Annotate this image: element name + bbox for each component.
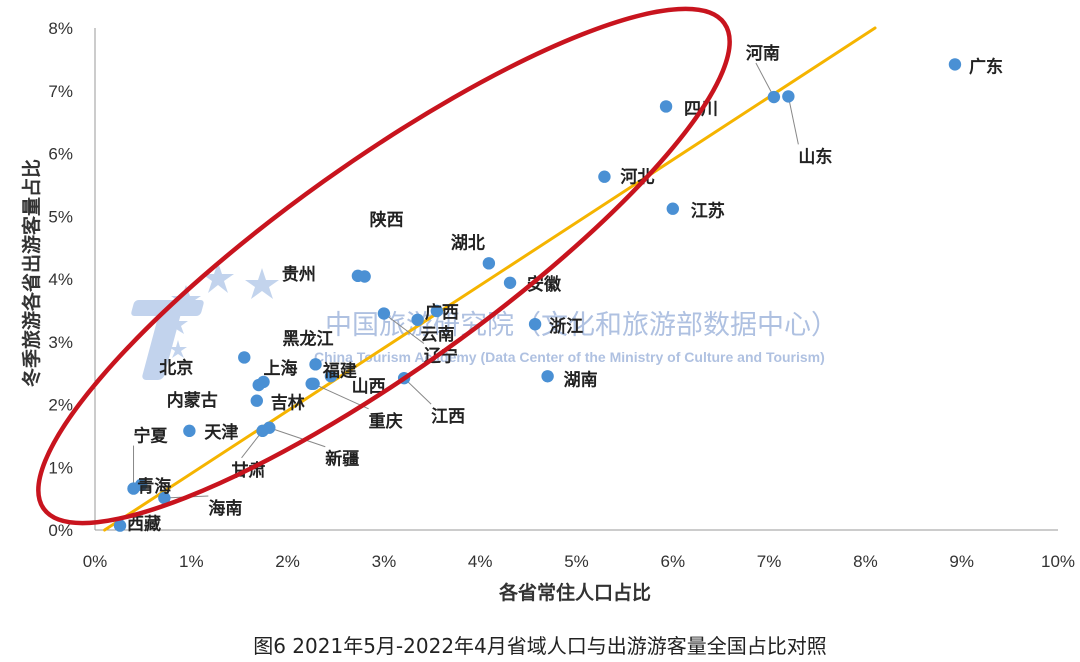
point-label: 黑龙江 <box>283 328 334 349</box>
point-label: 新疆 <box>325 449 359 470</box>
point-pfipggn <box>411 313 424 326</box>
x-tick-label: 3% <box>372 552 397 571</box>
point-label: 内蒙古 <box>167 390 218 411</box>
y-axis-label: 冬季旅游各省出游客量占比 <box>20 159 43 387</box>
point-phm1lk5 <box>183 424 196 438</box>
point-label: 河北 <box>620 168 654 188</box>
leader-line <box>755 62 775 98</box>
point-pn4opdv <box>256 424 269 438</box>
x-tick-label: 9% <box>949 552 974 571</box>
x-tick-label: 8% <box>853 552 878 571</box>
leader-line <box>313 383 369 410</box>
y-tick-label: 3% <box>48 333 73 352</box>
point-plgzgev <box>598 170 611 183</box>
watermark-main-text: 中国旅游研究院（文化和旅游部数据中心） <box>325 310 838 341</box>
trendline-group <box>103 26 877 532</box>
point-label: 陕西 <box>370 209 404 230</box>
highlight-ellipse <box>36 6 732 526</box>
y-tick-label: 7% <box>48 82 73 101</box>
leader-line <box>403 377 432 405</box>
point-pllllen <box>528 317 542 331</box>
point-ph5nijh <box>659 100 673 113</box>
point-pr5rqfj <box>113 519 127 532</box>
point-label: 广东 <box>969 56 1003 77</box>
point-plenpu7 <box>666 202 679 215</box>
y-tick-label: 5% <box>48 207 73 226</box>
point-ptw2lmf <box>135 478 148 492</box>
data-points <box>113 58 962 532</box>
point-psstio6 <box>307 377 320 390</box>
y-tick-label: 4% <box>48 270 73 289</box>
point-label: 青海 <box>137 476 171 497</box>
point-label: 湖北 <box>451 233 485 253</box>
y-tick-label: 8% <box>48 19 73 38</box>
point-label: 上海 <box>264 358 298 379</box>
point-pi2xiwt <box>503 276 517 289</box>
point-pi9dffg <box>782 90 795 103</box>
point-label: 云南 <box>421 324 455 345</box>
point-pinzffg <box>948 58 962 71</box>
point-label: 广西 <box>425 302 459 323</box>
x-tick-label: 0% <box>83 552 108 571</box>
point-label: 天津 <box>204 422 238 443</box>
x-tick-label: 2% <box>275 552 300 571</box>
point-label: 吉林 <box>271 393 305 414</box>
axes: 0% 1% 2% 3% 4% 5% 6% 7% 8% 9% 10% 0% 1% 2% 3% 4% 5% 6% 7% 8… <box>48 19 1075 571</box>
point-label: 西藏 <box>127 515 161 535</box>
watermark-sub-text: China Tourism Academy (Data Center of th… <box>314 349 825 365</box>
point-label: 福建 <box>322 360 357 381</box>
point-label: 海南 <box>208 498 242 519</box>
x-tick-label: 7% <box>757 552 782 571</box>
point-label: 北京 <box>159 357 193 378</box>
point-label: 江苏 <box>691 201 725 222</box>
point-plmfggn <box>158 491 171 505</box>
point-pvddvixlen <box>309 358 322 371</box>
point-pgllkgn <box>250 394 263 407</box>
y-tick-label: 0% <box>48 521 73 540</box>
x-tick-label: 5% <box>564 552 589 571</box>
point-label: 山西 <box>352 377 386 397</box>
x-axis-label: 各省常住人口占比 <box>498 581 651 604</box>
point-label: 江西 <box>431 407 465 427</box>
point-plsmggn <box>541 370 554 383</box>
point-plgzggn <box>767 90 781 104</box>
point-pgevfjg <box>238 351 251 364</box>
point-pinzr5r <box>430 304 444 318</box>
point-pse5i2p <box>377 307 391 320</box>
point-label: 重庆 <box>369 411 403 432</box>
figure-caption: 图6 2021年5月-2022年4月省域人口与出游游客量全国占比对照 <box>253 634 827 658</box>
point-prw5iji <box>351 269 365 283</box>
trendline <box>103 26 877 532</box>
y-tick-label: 2% <box>48 396 73 415</box>
leader-line <box>383 313 425 344</box>
y-tick-label: 1% <box>48 458 73 477</box>
point-pg3pq6xgkk <box>252 378 265 392</box>
highlight-group <box>36 6 732 526</box>
point-label: 宁夏 <box>134 426 169 447</box>
leader-line <box>787 96 799 145</box>
point-label: 贵州 <box>282 264 316 285</box>
x-tick-label: 4% <box>468 552 493 571</box>
x-tick-label: 6% <box>661 552 686 571</box>
leader-line <box>269 427 326 448</box>
point-label: 山东 <box>798 146 832 167</box>
y-tick-label: 6% <box>48 145 73 164</box>
x-tick-label: 10% <box>1041 552 1075 571</box>
point-plsmgev <box>482 257 496 270</box>
x-tick-label: 1% <box>179 552 204 571</box>
point-label: 湖南 <box>564 369 598 390</box>
point-label: 河南 <box>746 43 780 64</box>
point-label: 浙江 <box>549 316 583 337</box>
point-po0fire <box>324 370 338 383</box>
